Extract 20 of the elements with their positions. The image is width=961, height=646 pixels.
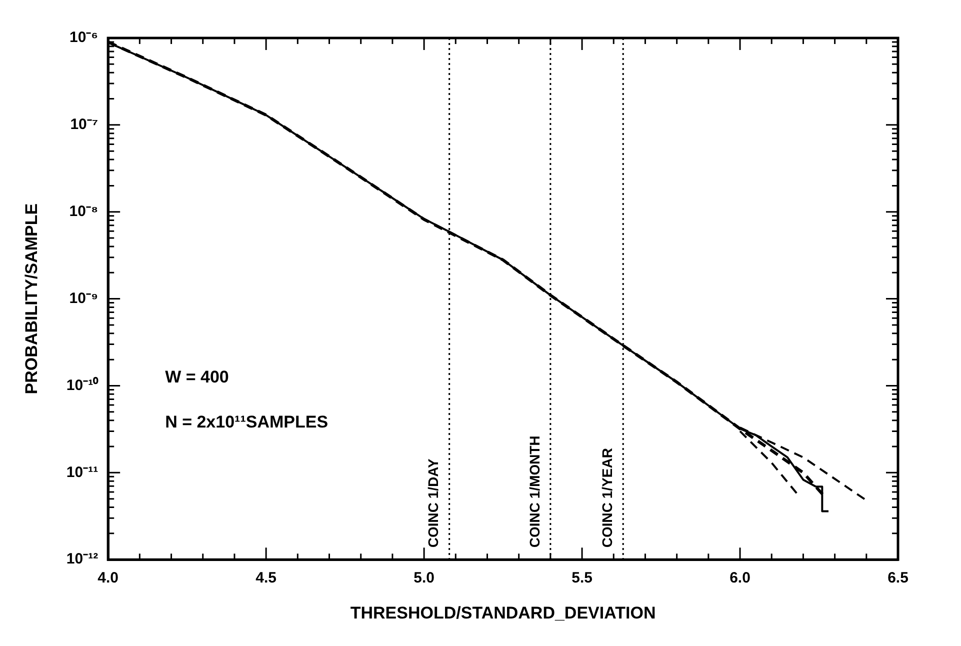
y-tick-label: 10⁻⁷ [70, 116, 98, 134]
x-tick-label: 4.5 [256, 570, 276, 587]
y-tick-label: 10⁻¹¹ [66, 464, 98, 481]
x-tick-label: 5.5 [572, 570, 592, 587]
y-tick-label: 10⁻⁶ [69, 29, 98, 46]
x-tick-label: 4.0 [98, 570, 119, 587]
x-tick-label: 6.0 [730, 570, 750, 587]
x-axis-title: THRESHOLD/STANDARD_DEVIATION [350, 603, 656, 622]
y-axis-title: PROBABILITY/SAMPLE [22, 203, 41, 394]
ref-line-label: COINC 1/DAY [425, 458, 442, 548]
x-tick-label: 5.0 [414, 570, 434, 587]
annotation: N = 2x10¹¹SAMPLES [165, 412, 328, 432]
y-tick-label: 10⁻⁸ [69, 203, 98, 220]
y-tick-label: 10⁻⁹ [69, 290, 98, 307]
x-tick-label: 6.5 [888, 570, 908, 587]
annotation: W = 400 [165, 368, 229, 387]
ref-line-label: COINC 1/MONTH [526, 436, 542, 548]
y-tick-label: 10⁻¹² [66, 550, 98, 568]
ref-line-label: COINC 1/YEAR [598, 448, 615, 548]
y-tick-label: 10⁻¹⁰ [66, 376, 100, 394]
